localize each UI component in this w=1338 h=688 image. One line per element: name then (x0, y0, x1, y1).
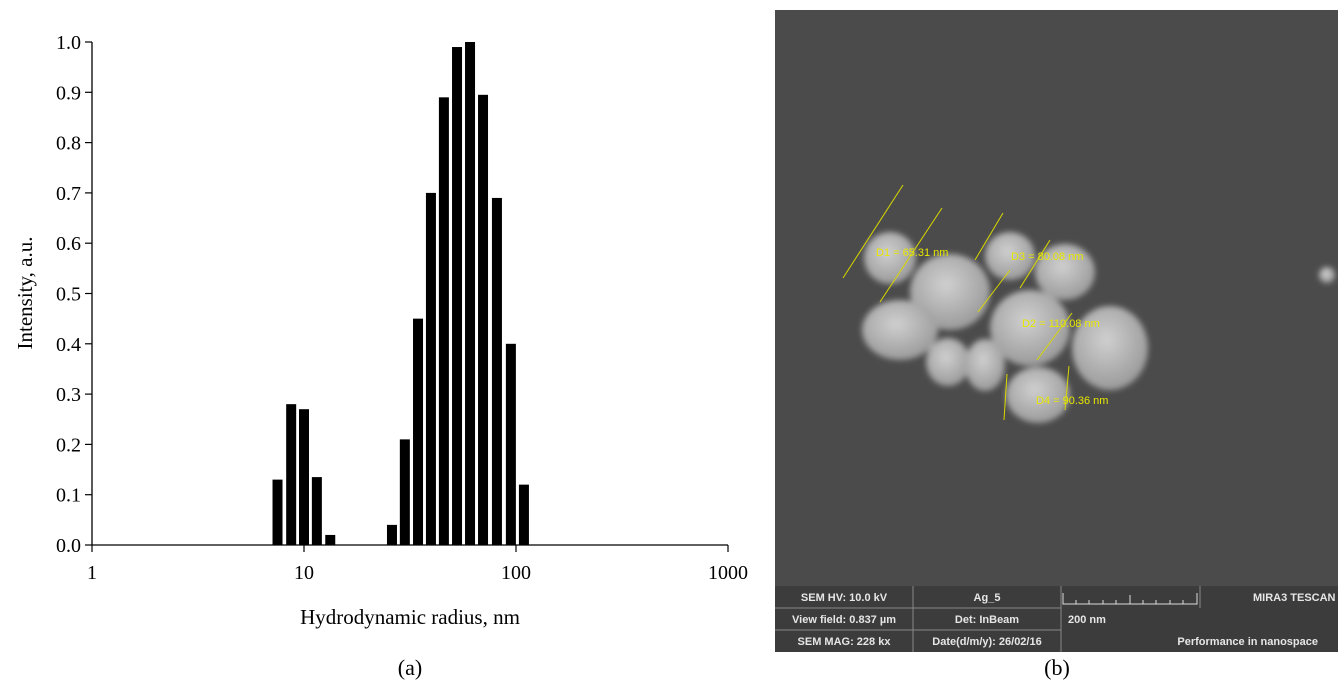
bar (505, 343, 516, 545)
x-tick-label: 100 (501, 562, 531, 584)
bar (311, 477, 322, 545)
particles (862, 232, 1335, 423)
info-bar: SEM HV: 10.0 kV Ag_5 MIRA3 TESCAN View f… (775, 586, 1338, 652)
y-tick-label: 0.3 (56, 384, 81, 406)
bar (386, 524, 397, 545)
info-text: MIRA3 TESCAN (1253, 592, 1336, 604)
bar (413, 318, 424, 545)
measurements: D1 = 65.31 nm D3 = 80.08 nm D2 = 110.08 … (876, 247, 1108, 407)
y-axis-label: Intensity, a.u. (13, 237, 37, 350)
y-tick-label: 0.4 (56, 334, 81, 356)
panel-label: (b) (1044, 655, 1070, 680)
info-text: Performance in nanospace (1177, 636, 1318, 648)
y-tick-label: 0.9 (56, 82, 81, 104)
measurement: D1 = 65.31 nm (876, 247, 948, 259)
measurement: D2 = 110.08 nm (1022, 318, 1100, 330)
sem-image: D1 = 65.31 nm D3 = 80.08 nm D2 = 110.08 … (775, 10, 1338, 652)
y-tick-label: 0.5 (56, 284, 81, 306)
measurement: D4 = 90.36 nm (1036, 395, 1108, 407)
bar (491, 197, 502, 545)
panel-label: (a) (398, 655, 422, 680)
x-tick-label: 1 (87, 562, 97, 584)
y-tick-label: 0.8 (56, 133, 81, 155)
bar (425, 192, 436, 545)
bar (438, 97, 449, 545)
x-tick-label: 1000 (708, 562, 748, 584)
measure-lines (842, 184, 1073, 421)
bar (452, 47, 463, 545)
y-tick-label: 0.2 (56, 434, 81, 456)
info-text: SEM HV: 10.0 kV (801, 592, 888, 604)
y-tick-label: 0.1 (56, 485, 81, 507)
bar (478, 94, 489, 545)
y-tick-label: 0.0 (56, 535, 81, 557)
info-text: Ag_5 (974, 592, 1001, 604)
x-axis-label: Hydrodynamic radius, nm (300, 605, 520, 629)
y-tick-label: 0.6 (56, 233, 81, 255)
info-text: View field: 0.837 µm (792, 614, 896, 626)
bar (272, 479, 283, 545)
bar (299, 409, 309, 545)
bar (518, 484, 529, 545)
chart-axes (91, 42, 728, 546)
y-tick-label: 0.7 (56, 183, 81, 205)
info-text: SEM MAG: 228 kx (798, 636, 892, 648)
info-text: Date(d/m/y): 26/02/16 (932, 636, 1041, 648)
bar (465, 42, 476, 545)
y-tick-label: 1.0 (56, 32, 81, 54)
bar (399, 439, 410, 545)
info-text: 200 nm (1068, 614, 1106, 626)
measurement: D3 = 80.08 nm (1011, 251, 1083, 263)
x-tick-label: 10 (294, 562, 314, 584)
bar (325, 534, 336, 545)
bar (286, 404, 297, 545)
info-text: Det: InBeam (955, 614, 1019, 626)
